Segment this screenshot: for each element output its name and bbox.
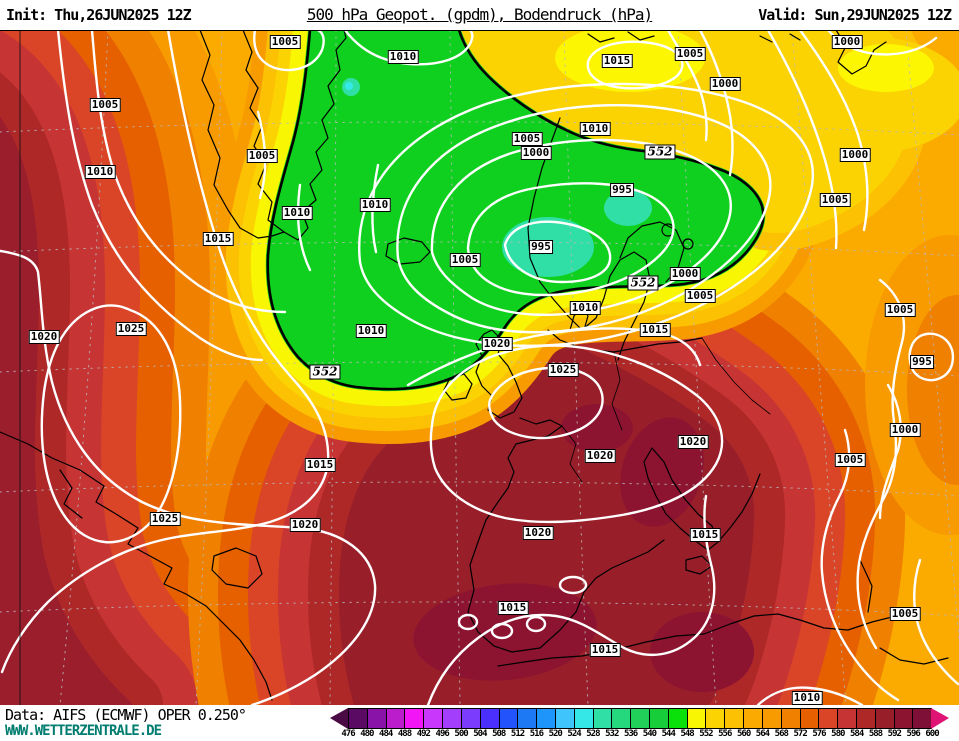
colorbar-tick: 500 — [454, 729, 468, 739]
colorbar-tick: 512 — [510, 729, 525, 739]
colorbar-segment — [818, 709, 838, 728]
colorbar-tick: 556 — [718, 729, 732, 739]
colorbar-tick: 572 — [793, 729, 807, 739]
colorbar-tick: 560 — [736, 729, 751, 739]
colorbar-segment — [761, 709, 781, 728]
isobars — [0, 30, 959, 706]
colorbar-tick: 480 — [360, 729, 374, 739]
colorbar-segment — [536, 709, 555, 728]
colorbar-segment — [611, 709, 631, 728]
footer-bar: Data: AIFS (ECMWF) OPER 0.250° WWW.WETTE… — [0, 705, 959, 741]
colorbar-left-arrow — [330, 708, 348, 729]
colorbar-tick: 508 — [492, 729, 506, 739]
colorbar-segment — [912, 709, 932, 728]
colorbar-tick: 580 — [831, 729, 845, 739]
colorbar-segment — [799, 709, 819, 728]
colorbar-tick: 504 — [473, 729, 487, 739]
colorbar-tick: 596 — [906, 729, 921, 739]
colorbar-segment — [780, 709, 800, 728]
website-label: WWW.WETTERZENTRALE.DE — [5, 723, 162, 739]
colorbar-tick: 548 — [680, 729, 694, 739]
colorbar-segment — [705, 709, 725, 728]
colorbar-segment — [686, 709, 706, 728]
colorbar-tick: 540 — [642, 729, 657, 739]
colorbar-segment — [554, 709, 574, 728]
colorbar-segment — [460, 709, 480, 728]
colorbar-tick: 476 — [341, 729, 355, 739]
coastlines — [0, 30, 949, 701]
colorbar-segment — [649, 709, 668, 728]
colorbar-segment — [517, 709, 537, 728]
colorbar-right-arrow — [931, 708, 949, 729]
colorbar-segment — [874, 709, 894, 728]
colorbar-tick: 516 — [529, 729, 544, 739]
colorbar-segment — [855, 709, 875, 728]
colorbar-tick: 496 — [435, 729, 450, 739]
colorbar-segment — [573, 709, 593, 728]
colorbar-tick: 520 — [548, 729, 563, 739]
colorbar-segment — [498, 709, 518, 728]
trough-teal-patches — [342, 78, 652, 277]
right-band-dark-orange — [907, 295, 959, 485]
colorbar-segment — [893, 709, 913, 728]
header-bar: Init: Thu,26JUN2025 12Z 500 hPa Geopot. … — [0, 0, 959, 30]
colorbar-tick: 588 — [868, 729, 883, 739]
colorbar-tick: 544 — [661, 729, 676, 739]
left-red-region — [0, 30, 343, 706]
colorbar-tick: 488 — [397, 729, 412, 739]
colorbar-segment — [743, 709, 762, 728]
colorbar-segment — [423, 709, 443, 728]
colorbar-segment — [404, 709, 424, 728]
colorbar-tick: 524 — [567, 729, 581, 739]
colorbar-tick: 536 — [623, 729, 638, 739]
colorbar-tick: 564 — [755, 729, 770, 739]
colorbar-tick: 600 — [925, 729, 939, 739]
colorbar-segment — [592, 709, 612, 728]
colorbar-segment — [349, 709, 367, 728]
graticule — [0, 30, 959, 706]
map-title: 500 hPa Geopot. (gpdm), Bodendruck (hPa) — [306, 5, 653, 24]
colorbar-segment — [630, 709, 649, 728]
colorbar-tick: 532 — [605, 729, 619, 739]
colorbar-tick: 584 — [850, 729, 864, 739]
colorbar-segment — [667, 709, 687, 728]
valid-time-label: Valid: Sun,29JUN2025 12Z — [758, 6, 952, 24]
colorbar-tick: 552 — [699, 729, 713, 739]
init-time-label: Init: Thu,26JUN2025 12Z — [6, 6, 192, 24]
geopotential-552-contour — [266, 30, 765, 391]
colorbar-segment — [837, 709, 856, 728]
colorbar-tick: 484 — [379, 729, 393, 739]
colorbar-segment — [724, 709, 744, 728]
colorbar — [348, 708, 932, 729]
colorbar-segment — [442, 709, 461, 728]
data-source-label: Data: AIFS (ECMWF) OPER 0.250° — [5, 706, 247, 724]
colorbar-tick: 576 — [812, 729, 826, 739]
colorbar-tick: 568 — [774, 729, 789, 739]
colorbar-tick: 592 — [887, 729, 902, 739]
colorbar-segment — [479, 709, 499, 728]
colorbar-segment — [366, 709, 386, 728]
colorbar-tick: 492 — [416, 729, 431, 739]
colorbar-ticks: 476 480 484 488 492 496 500 504 508 512 516 520 524 5… — [341, 729, 939, 740]
colorbar-tick: 528 — [586, 729, 600, 739]
colorbar-segment — [385, 709, 405, 728]
